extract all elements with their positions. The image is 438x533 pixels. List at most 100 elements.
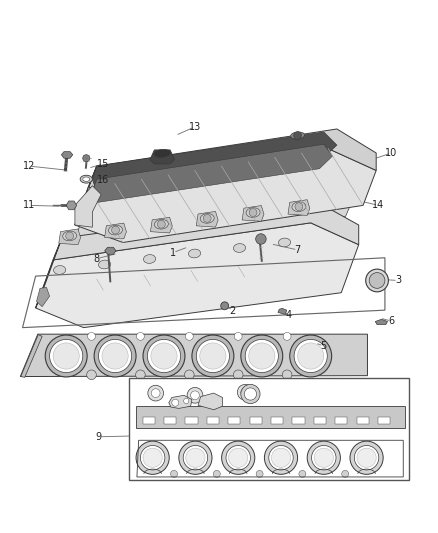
Polygon shape <box>150 217 172 233</box>
Bar <box>335 417 347 424</box>
Circle shape <box>283 370 292 379</box>
Polygon shape <box>278 309 287 314</box>
Circle shape <box>45 335 87 377</box>
Text: 5: 5 <box>321 341 327 351</box>
Ellipse shape <box>99 260 111 269</box>
Ellipse shape <box>246 208 260 217</box>
Circle shape <box>311 446 336 470</box>
Circle shape <box>241 335 283 377</box>
Circle shape <box>200 343 226 369</box>
Polygon shape <box>105 223 127 239</box>
Polygon shape <box>66 201 77 210</box>
Polygon shape <box>20 334 367 376</box>
Circle shape <box>99 340 132 373</box>
Ellipse shape <box>188 249 201 258</box>
Circle shape <box>136 441 169 474</box>
Ellipse shape <box>292 202 306 212</box>
Circle shape <box>241 388 250 397</box>
Polygon shape <box>36 287 49 306</box>
Circle shape <box>314 448 333 467</box>
Text: 10: 10 <box>385 148 398 158</box>
Text: 16: 16 <box>97 175 110 185</box>
Polygon shape <box>92 144 332 203</box>
Circle shape <box>366 269 389 292</box>
Circle shape <box>141 446 165 470</box>
Circle shape <box>203 214 211 222</box>
Circle shape <box>88 333 95 340</box>
Circle shape <box>185 333 193 340</box>
Polygon shape <box>196 212 218 227</box>
Circle shape <box>83 155 90 161</box>
Text: 8: 8 <box>94 254 100 264</box>
Circle shape <box>136 370 145 379</box>
Bar <box>130 378 409 480</box>
Ellipse shape <box>83 177 90 181</box>
Circle shape <box>256 471 263 478</box>
Bar <box>314 417 326 424</box>
Ellipse shape <box>154 149 170 157</box>
Bar <box>228 417 240 424</box>
Text: 1: 1 <box>170 247 176 257</box>
Polygon shape <box>88 129 376 188</box>
Circle shape <box>112 226 120 234</box>
Circle shape <box>192 335 234 377</box>
Circle shape <box>66 232 74 240</box>
Ellipse shape <box>155 220 168 229</box>
Text: 14: 14 <box>372 200 385 211</box>
Circle shape <box>143 335 185 377</box>
Circle shape <box>226 446 251 470</box>
Ellipse shape <box>279 238 290 247</box>
Bar <box>378 417 390 424</box>
Circle shape <box>293 132 301 140</box>
Circle shape <box>222 441 255 474</box>
Ellipse shape <box>109 225 123 235</box>
Text: 3: 3 <box>395 276 401 286</box>
Polygon shape <box>53 203 359 260</box>
Circle shape <box>297 343 324 369</box>
Circle shape <box>143 448 162 467</box>
Polygon shape <box>105 247 116 254</box>
Circle shape <box>342 471 349 478</box>
Circle shape <box>213 471 220 478</box>
Polygon shape <box>150 150 174 164</box>
Circle shape <box>249 208 257 216</box>
Text: 15: 15 <box>97 159 110 169</box>
Bar <box>164 417 176 424</box>
Bar <box>143 417 155 424</box>
Ellipse shape <box>53 265 66 274</box>
Circle shape <box>354 446 379 470</box>
Ellipse shape <box>63 231 77 241</box>
Circle shape <box>87 370 96 379</box>
Polygon shape <box>75 185 101 227</box>
Circle shape <box>101 226 110 236</box>
Polygon shape <box>169 395 192 408</box>
Circle shape <box>151 343 177 369</box>
Circle shape <box>53 343 79 369</box>
Circle shape <box>183 446 208 470</box>
Polygon shape <box>75 149 376 243</box>
Text: 2: 2 <box>229 306 235 316</box>
Circle shape <box>184 370 194 379</box>
Circle shape <box>170 211 180 220</box>
Circle shape <box>191 391 199 400</box>
Polygon shape <box>288 200 310 215</box>
Polygon shape <box>375 319 388 325</box>
Bar <box>271 417 283 424</box>
Circle shape <box>186 448 205 467</box>
Circle shape <box>369 272 385 288</box>
Polygon shape <box>61 152 73 158</box>
Circle shape <box>256 234 266 244</box>
Bar <box>250 417 262 424</box>
Circle shape <box>233 370 243 379</box>
Circle shape <box>249 343 275 369</box>
Ellipse shape <box>200 214 214 223</box>
Circle shape <box>179 441 212 474</box>
Polygon shape <box>92 132 337 192</box>
Circle shape <box>283 333 291 340</box>
Circle shape <box>307 441 340 474</box>
Bar <box>292 417 304 424</box>
Circle shape <box>306 181 315 191</box>
Bar <box>185 417 198 424</box>
Ellipse shape <box>233 244 246 252</box>
Polygon shape <box>22 258 385 328</box>
